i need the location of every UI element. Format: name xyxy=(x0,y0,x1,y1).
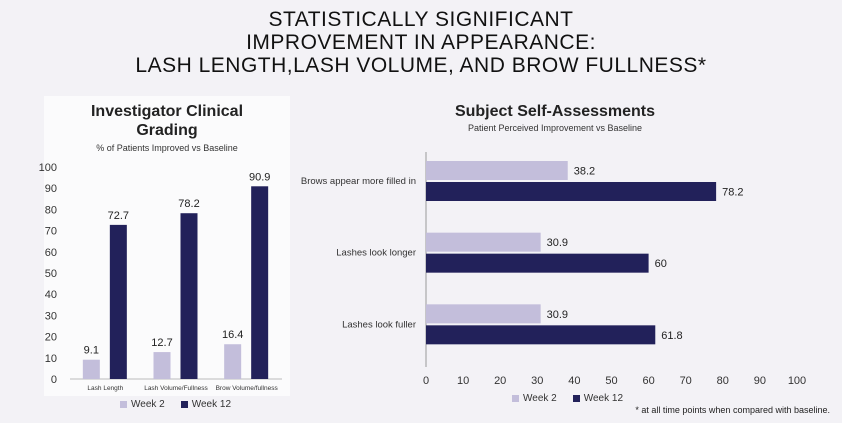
y-category-label: Brows appear more filled in xyxy=(301,176,416,187)
x-tick-label: 50 xyxy=(605,375,617,387)
x-tick-label: 40 xyxy=(568,375,580,387)
x-category-label: Lash Length xyxy=(87,385,123,392)
bar-week2 xyxy=(224,344,242,379)
data-label: 9.1 xyxy=(84,345,99,357)
bar-week2 xyxy=(82,359,100,379)
data-label: 78.2 xyxy=(722,187,743,199)
x-tick-label: 10 xyxy=(457,375,469,387)
y-tick-label: 20 xyxy=(45,332,57,344)
legend-week2-swatch xyxy=(120,401,127,408)
footnote: * at all time points when compared with … xyxy=(635,405,830,415)
data-label: 61.8 xyxy=(661,330,682,342)
y-tick-label: 10 xyxy=(45,353,57,365)
legend-week2-label: Week 2 xyxy=(523,393,557,404)
right-chart-title: Subject Self-Assessments xyxy=(454,103,656,120)
y-tick-label: 50 xyxy=(45,268,57,280)
bar-week2 xyxy=(426,161,568,180)
x-tick-label: 60 xyxy=(642,375,654,387)
data-label: 30.9 xyxy=(547,237,568,249)
x-tick-label: 20 xyxy=(494,375,506,387)
bar-week2 xyxy=(426,304,541,324)
left-chart-panel xyxy=(44,96,290,396)
data-label: 90.9 xyxy=(249,171,270,183)
data-label: 30.9 xyxy=(547,309,568,321)
bar-week12 xyxy=(426,253,649,273)
left-chart-title-line-1: Investigator Clinical xyxy=(90,103,244,120)
y-category-label: Lashes look longer xyxy=(336,248,416,259)
title-line-1: STATISTICALLY SIGNIFICANT xyxy=(268,8,574,31)
legend-week12-label: Week 12 xyxy=(191,399,232,410)
y-tick-label: 90 xyxy=(45,183,57,195)
legend-week12-swatch xyxy=(180,401,188,408)
bar-week12 xyxy=(426,182,717,201)
left-chart-title-line-2: Grading xyxy=(136,122,198,139)
legend-week12-label: Week 12 xyxy=(583,393,624,404)
bar-week2 xyxy=(426,232,541,252)
x-tick-label: 0 xyxy=(423,375,429,387)
x-tick-label: 30 xyxy=(531,375,543,387)
x-category-label: Lash Volume/Fullness xyxy=(144,385,208,392)
left-chart-title: Investigator Clinical Grading xyxy=(44,102,290,140)
data-label: 38.2 xyxy=(574,166,595,178)
y-category-label: Lashes look fuller xyxy=(342,319,416,330)
bar-week12 xyxy=(180,213,198,379)
x-category-label: Brow Volume/fullness xyxy=(216,385,279,392)
bar-week12 xyxy=(251,186,269,379)
right-chart-legend: Week 2 Week 12 xyxy=(512,393,623,404)
y-tick-label: 100 xyxy=(39,162,57,174)
y-tick-label: 40 xyxy=(45,289,57,301)
right-chart-subtitle: Patient Perceived Improvement vs Baselin… xyxy=(467,123,643,133)
x-tick-label: 90 xyxy=(754,375,766,387)
y-tick-label: 80 xyxy=(45,204,57,216)
y-tick-label: 60 xyxy=(45,247,57,259)
title-line-2: IMPROVEMENT IN APPEARANCE: xyxy=(246,31,596,54)
left-chart-legend: Week 2 Week 12 xyxy=(120,399,231,410)
y-tick-label: 30 xyxy=(45,310,57,322)
y-tick-label: 70 xyxy=(45,226,57,238)
legend-week2-swatch xyxy=(512,395,519,402)
legend-week12-swatch xyxy=(572,395,580,402)
data-label: 60 xyxy=(655,258,667,270)
x-tick-label: 80 xyxy=(717,375,729,387)
x-tick-label: 100 xyxy=(788,375,806,387)
data-label: 72.7 xyxy=(108,210,129,222)
bar-week12 xyxy=(426,325,656,345)
main-title: STATISTICALLY SIGNIFICANT IMPROVEMENT IN… xyxy=(0,8,842,77)
legend-week2-label: Week 2 xyxy=(131,399,165,410)
data-label: 78.2 xyxy=(178,198,199,210)
title-line-3: LASH LENGTH,LASH VOLUME, AND BROW FULLNE… xyxy=(135,54,707,77)
x-tick-label: 70 xyxy=(680,375,692,387)
bar-week2 xyxy=(153,352,171,379)
data-label: 12.7 xyxy=(151,337,172,349)
left-chart-subtitle: % of Patients Improved vs Baseline xyxy=(96,143,238,153)
bar-week12 xyxy=(109,224,127,379)
data-label: 16.4 xyxy=(222,329,243,341)
y-tick-label: 0 xyxy=(51,374,57,386)
